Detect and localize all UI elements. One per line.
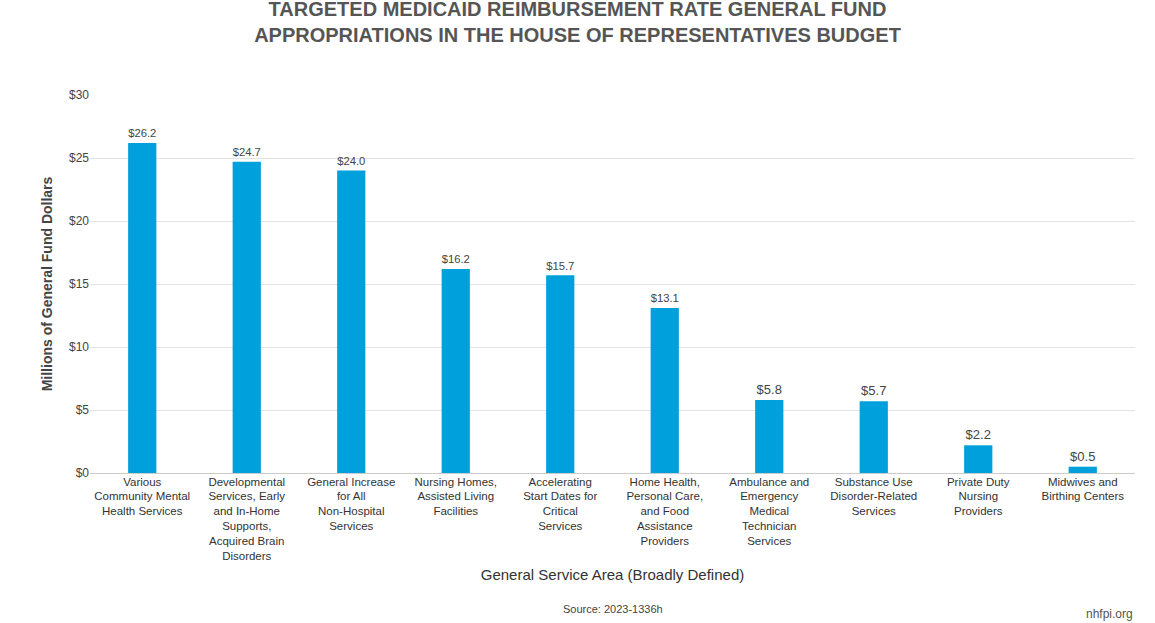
svg-text:$2.2: $2.2: [966, 427, 991, 442]
svg-text:Source: 2023-1336h: Source: 2023-1336h: [563, 603, 663, 615]
svg-text:General Increasefor AllNon-Hos: General Increasefor AllNon-HospitalServi…: [307, 476, 395, 533]
svg-text:Midwives andBirthing Centers: Midwives andBirthing Centers: [1042, 476, 1125, 503]
svg-text:Private DutyNursingProviders: Private DutyNursingProviders: [947, 476, 1010, 518]
svg-text:$24.7: $24.7: [233, 146, 261, 158]
svg-text:$24.0: $24.0: [337, 155, 365, 167]
svg-text:Nursing Homes,Assisted LivingF: Nursing Homes,Assisted LivingFacilities: [415, 476, 497, 518]
svg-text:$25: $25: [69, 151, 89, 165]
svg-text:$16.2: $16.2: [442, 253, 470, 265]
svg-text:Substance UseDisorder-RelatedS: Substance UseDisorder-RelatedServices: [830, 476, 917, 518]
svg-text:TARGETED MEDICAID REIMBURSEMEN: TARGETED MEDICAID REIMBURSEMENT RATE GEN…: [254, 0, 901, 46]
svg-text:Home Health,Personal Care,and: Home Health,Personal Care,and FoodAssist…: [626, 476, 703, 548]
svg-text:$5.7: $5.7: [861, 383, 886, 398]
svg-text:$10: $10: [69, 340, 89, 354]
svg-text:$30: $30: [69, 88, 89, 102]
svg-text:$15: $15: [69, 277, 89, 291]
svg-text:$5: $5: [76, 403, 90, 417]
svg-text:Millions of General Fund Dolla: Millions of General Fund Dollars: [39, 176, 55, 391]
svg-text:DevelopmentalServices, Earlyan: DevelopmentalServices, Earlyand In-HomeS…: [208, 476, 285, 563]
svg-text:$0: $0: [76, 466, 90, 480]
svg-text:General Service Area (Broadly: General Service Area (Broadly Defined): [481, 566, 744, 583]
svg-text:$26.2: $26.2: [128, 127, 156, 139]
svg-text:$15.7: $15.7: [546, 260, 574, 272]
svg-text:AcceleratingStart Dates forCri: AcceleratingStart Dates forCriticalServi…: [523, 476, 597, 533]
svg-text:Ambulance andEmergencyMedicalT: Ambulance andEmergencyMedicalTechnicianS…: [729, 476, 809, 548]
svg-text:VariousCommunity MentalHealth: VariousCommunity MentalHealth Services: [94, 476, 190, 518]
svg-text:$0.5: $0.5: [1070, 449, 1095, 464]
svg-text:$20: $20: [69, 214, 89, 228]
svg-text:$5.8: $5.8: [757, 382, 782, 397]
svg-text:$13.1: $13.1: [651, 292, 679, 304]
svg-text:nhfpi.org: nhfpi.org: [1086, 607, 1133, 621]
